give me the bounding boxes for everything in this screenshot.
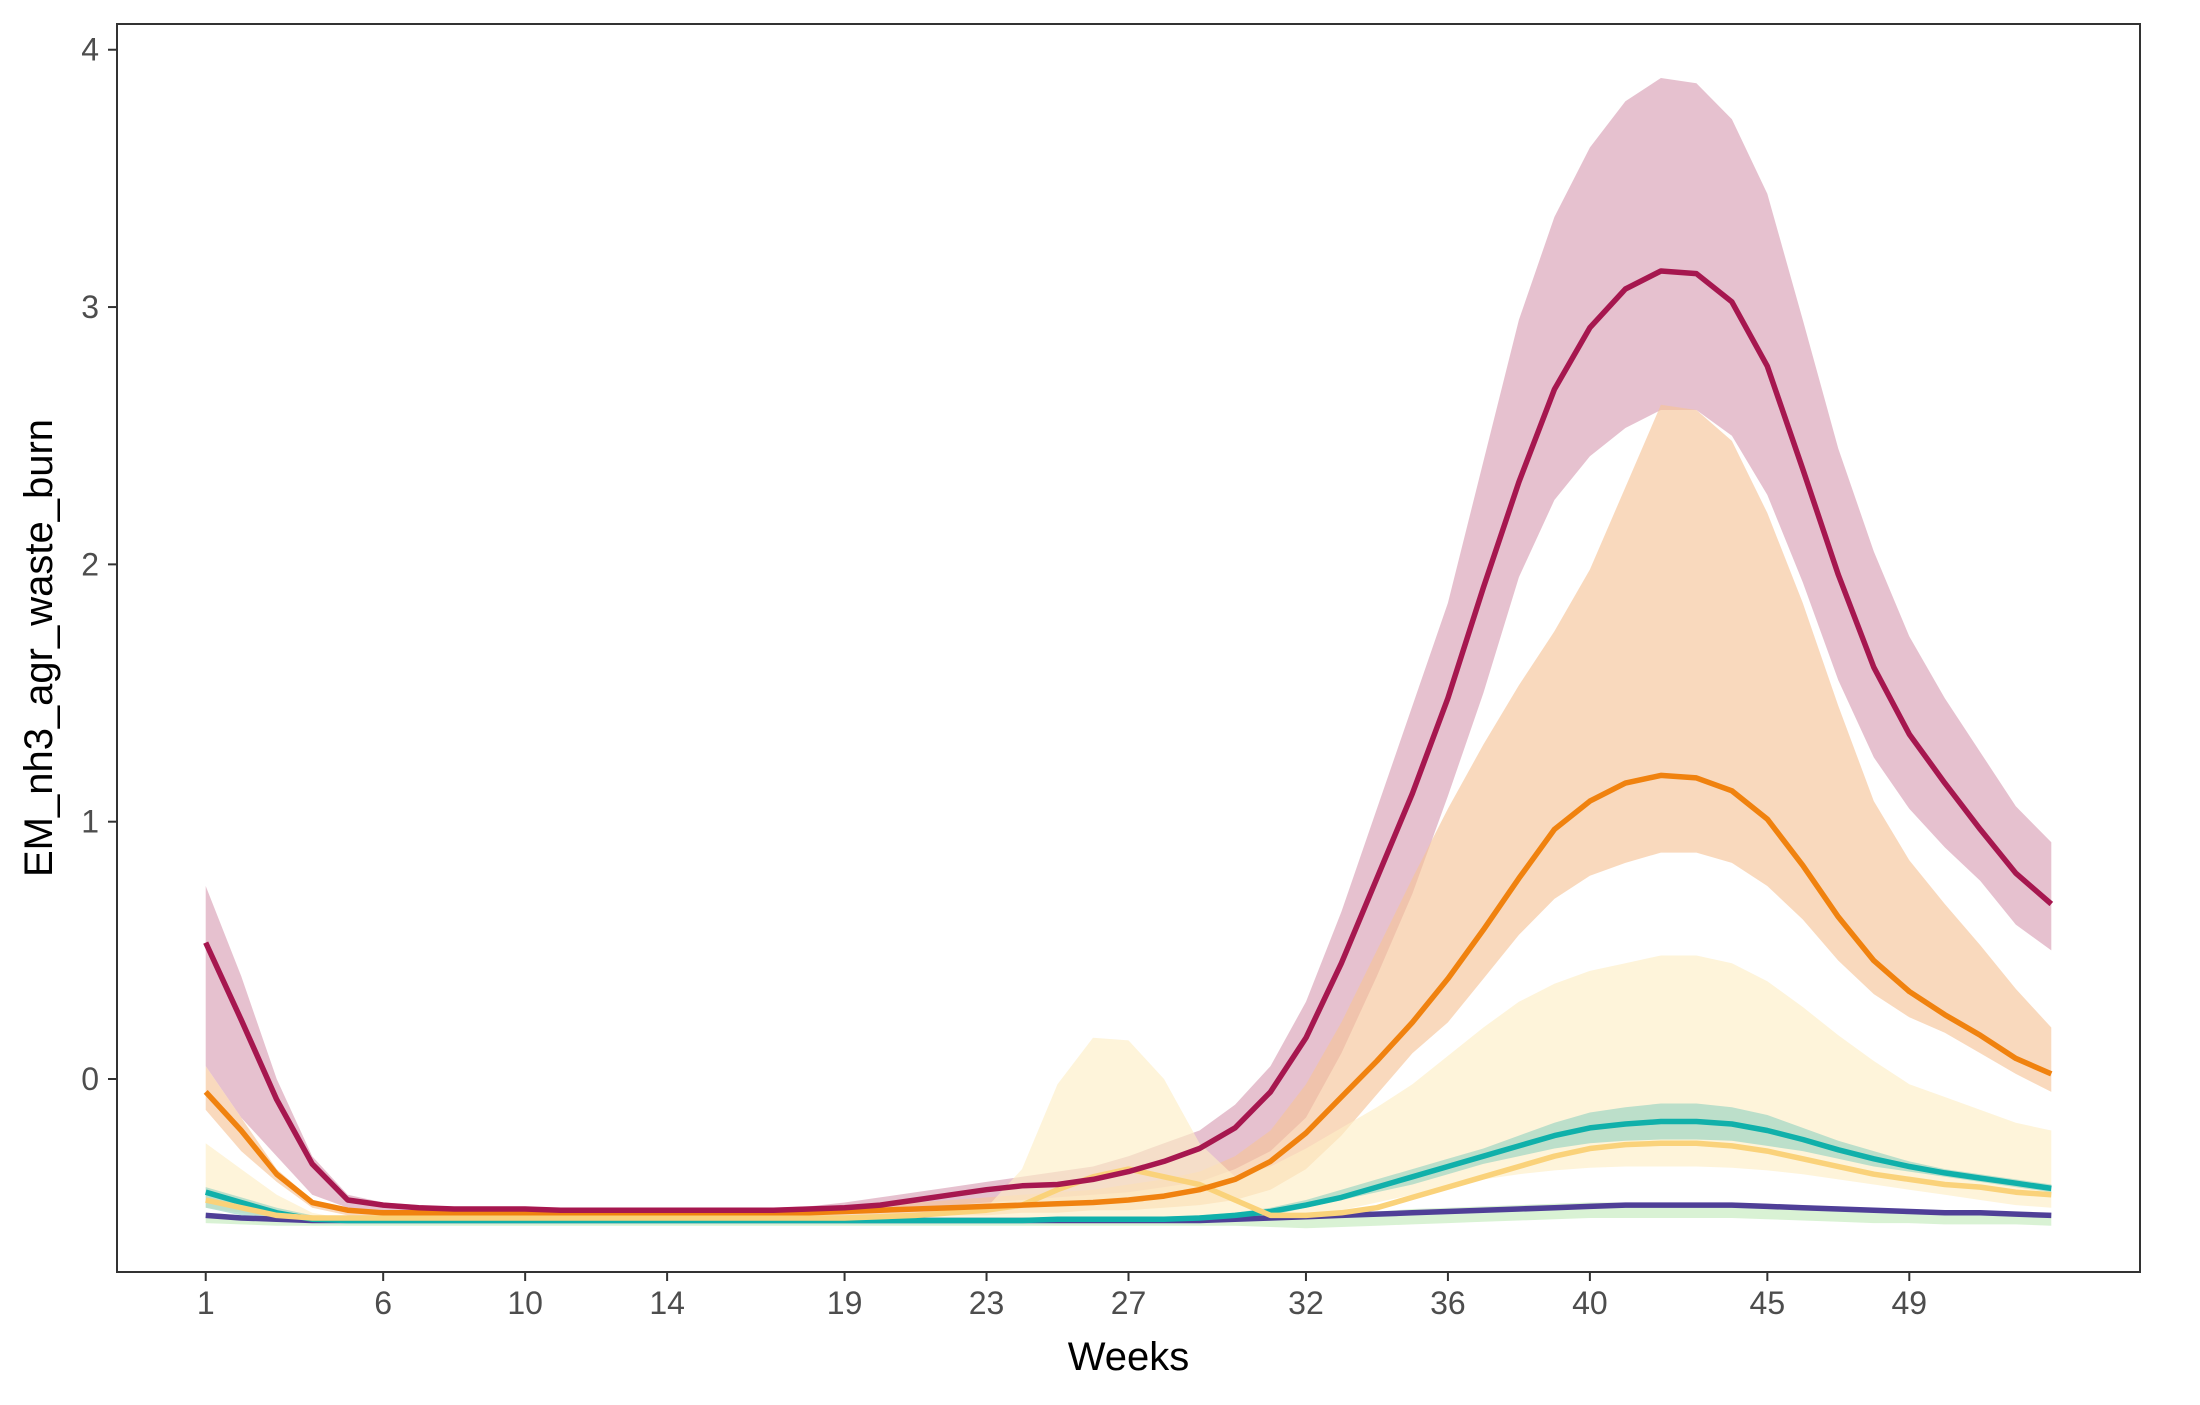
x-axis-title: Weeks	[1068, 1335, 1190, 1379]
x-tick-label: 10	[507, 1285, 543, 1321]
y-axis: 0 1 2 3 4	[81, 32, 117, 1097]
x-tick-label: 40	[1572, 1285, 1608, 1321]
x-tick-label: 36	[1430, 1285, 1466, 1321]
y-tick-label: 1	[81, 804, 99, 840]
y-axis-title: EM_nh3_agr_waste_burn	[17, 419, 61, 877]
series-line-2	[203, 772, 2053, 1216]
x-tick-label: 19	[827, 1285, 863, 1321]
confidence-band-4	[205, 1103, 2052, 1222]
x-tick-label: 45	[1750, 1285, 1786, 1321]
x-tick-label: 6	[374, 1285, 392, 1321]
y-tick-label: 0	[81, 1061, 99, 1097]
x-tick-label: 49	[1892, 1285, 1928, 1321]
x-tick-label: 32	[1288, 1285, 1324, 1321]
series-lines	[203, 268, 2054, 1224]
x-axis: 1 6 10 14 19 23 27 32 36 40 45 49	[197, 1272, 1927, 1321]
confidence-band-2	[205, 404, 2052, 1218]
x-tick-label: 27	[1111, 1285, 1147, 1321]
series-line-1	[203, 268, 2054, 1213]
confidence-band-3	[205, 955, 2052, 1222]
x-tick-label: 23	[969, 1285, 1005, 1321]
y-tick-label: 3	[81, 289, 99, 325]
x-tick-label: 14	[649, 1285, 685, 1321]
y-tick-label: 4	[81, 32, 99, 68]
y-tick-label: 2	[81, 546, 99, 582]
x-tick-label: 1	[197, 1285, 215, 1321]
confidence-band-1	[205, 78, 2052, 1216]
